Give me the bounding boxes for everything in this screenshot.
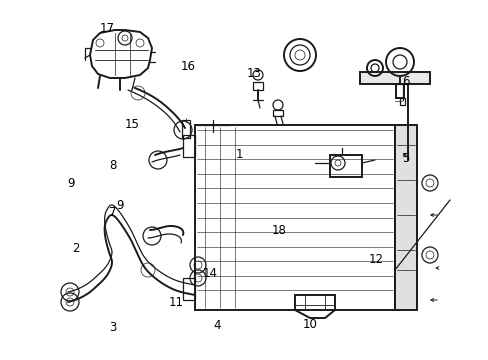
Bar [195,125,394,310]
Bar [394,125,416,310]
Text: 3: 3 [108,321,116,334]
Text: 16: 16 [181,60,195,73]
Bar [183,135,195,157]
Text: 4: 4 [213,319,221,332]
Text: 15: 15 [124,118,139,131]
Text: 14: 14 [203,267,217,280]
Text: 1: 1 [235,148,243,161]
Text: 2: 2 [72,242,80,255]
Bar [252,82,263,90]
Text: 12: 12 [368,253,383,266]
Text: 5: 5 [401,152,409,165]
Text: 18: 18 [271,224,285,237]
Text: 10: 10 [303,318,317,330]
Text: 9: 9 [67,177,75,190]
Bar [183,278,195,300]
Bar [395,84,403,98]
Bar [329,155,361,177]
Bar [399,98,404,105]
Text: 8: 8 [108,159,116,172]
Text: 11: 11 [168,296,183,309]
Text: 17: 17 [100,22,115,35]
Bar [182,120,190,138]
Text: 13: 13 [246,67,261,80]
Bar [272,110,283,116]
Text: 9: 9 [116,199,123,212]
Text: 6: 6 [401,75,409,87]
Text: 7: 7 [108,206,116,219]
Bar [359,72,429,84]
